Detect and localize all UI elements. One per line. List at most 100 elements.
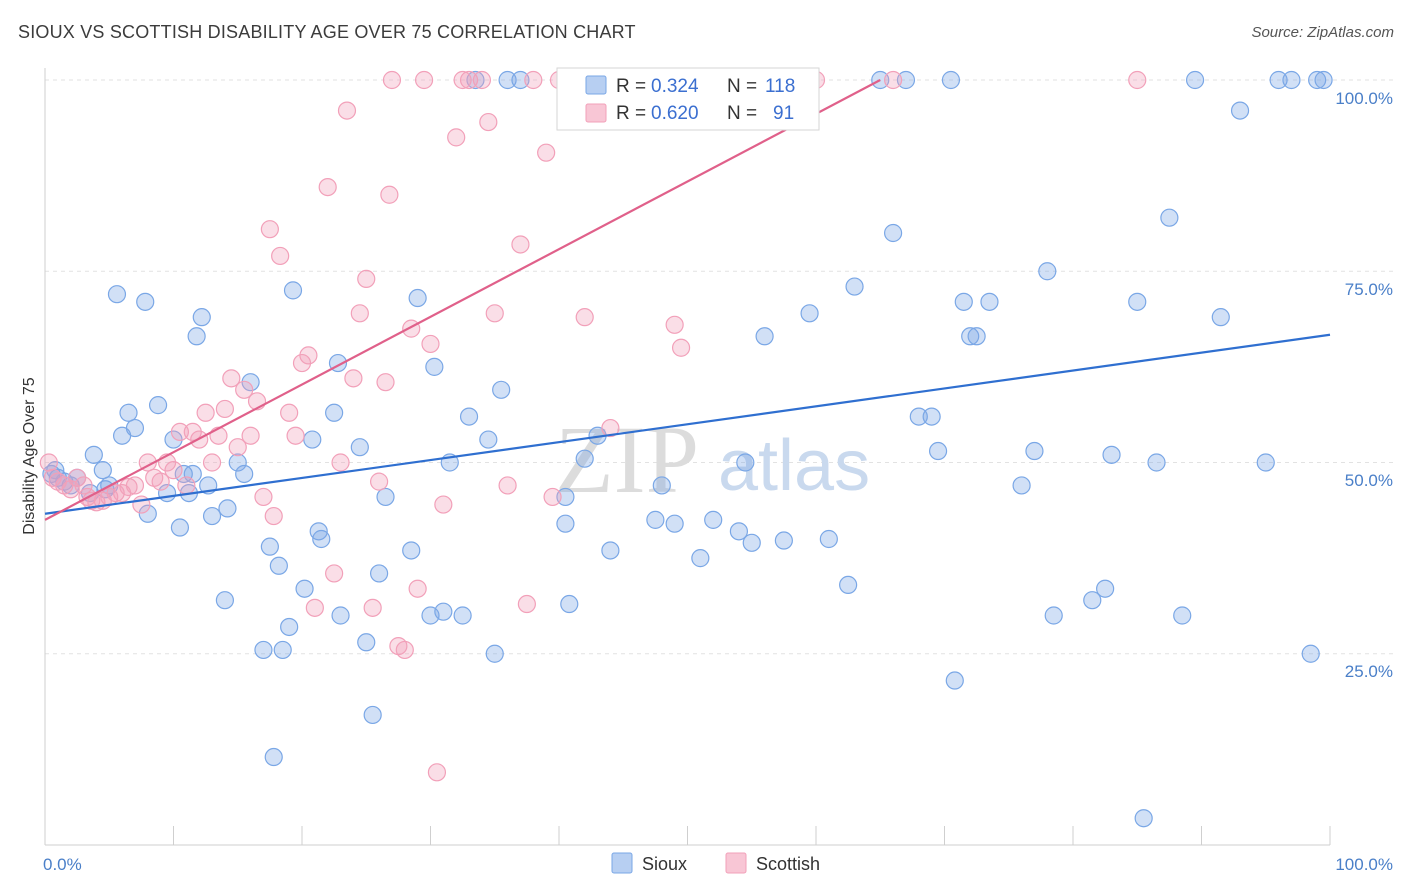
sioux-point	[363, 705, 382, 725]
sioux-point	[1282, 70, 1301, 90]
sioux-point	[652, 476, 671, 495]
scottish-point	[299, 346, 318, 365]
scottish-point	[1128, 70, 1147, 90]
scottish-point	[485, 304, 504, 323]
scottish-point	[215, 399, 234, 419]
sioux-point	[1128, 292, 1147, 311]
sioux-point	[485, 644, 504, 663]
scottish-point	[370, 472, 389, 491]
scottish-point	[318, 178, 337, 197]
sioux-point	[425, 357, 444, 376]
scottish-point	[434, 495, 453, 514]
sioux-point	[269, 556, 288, 575]
sioux-point	[839, 575, 858, 595]
scottish-point	[164, 461, 183, 480]
sioux-point	[665, 514, 684, 533]
sioux-point	[218, 499, 237, 518]
sioux-point	[560, 594, 579, 614]
scottish-point	[119, 477, 138, 497]
sioux-point	[492, 380, 511, 399]
sioux-point	[954, 292, 973, 311]
sioux-point	[909, 407, 928, 426]
scottish-point	[511, 235, 530, 254]
sioux-point	[704, 510, 723, 529]
scottish-point	[325, 564, 344, 583]
sioux-point	[1044, 606, 1063, 625]
x-tick-label: 100.0%	[1335, 855, 1393, 874]
y-tick-label: 25.0%	[1345, 662, 1393, 681]
scottish-point	[427, 763, 447, 782]
sioux-point	[192, 308, 211, 327]
sioux-point	[283, 281, 303, 300]
sioux-point	[1012, 476, 1031, 495]
series-sioux-points	[42, 70, 1333, 828]
sioux-point	[136, 292, 155, 311]
legend-n-label: N =	[727, 76, 757, 97]
sioux-point	[325, 403, 344, 422]
sioux-point	[498, 70, 517, 90]
legend-swatch-sioux	[611, 852, 633, 874]
scottish-point	[453, 70, 472, 90]
sioux-point	[183, 464, 202, 484]
sioux-point	[434, 602, 453, 621]
legend-swatch-scottish	[585, 103, 607, 123]
sioux-point	[980, 292, 999, 311]
scottish-point	[280, 403, 299, 422]
scottish-point	[39, 453, 58, 472]
scottish-point	[472, 70, 491, 90]
sioux-point	[922, 407, 941, 426]
scottish-point	[380, 185, 399, 204]
x-tick-label: 0.0%	[43, 855, 82, 874]
sioux-point	[235, 464, 254, 484]
sioux-point	[1102, 445, 1121, 464]
scottish-point	[671, 338, 691, 357]
scottish-point	[524, 70, 543, 90]
sioux-point	[1230, 101, 1250, 120]
sioux-point	[575, 449, 594, 468]
sioux-point	[215, 591, 234, 610]
scottish-point	[125, 476, 145, 495]
sioux-point	[138, 504, 157, 523]
sioux-point	[107, 285, 127, 304]
sioux-point	[331, 606, 350, 625]
scottish-point	[350, 304, 369, 323]
sioux-point	[357, 633, 376, 652]
sioux-point	[202, 506, 222, 526]
sioux-point	[187, 327, 206, 346]
scottish-point	[601, 418, 620, 438]
scottish-point	[331, 453, 350, 472]
scottish-point	[260, 220, 279, 239]
sioux-point	[774, 531, 793, 550]
sioux-point	[800, 304, 819, 323]
scottish-point	[228, 438, 247, 457]
sioux-point	[742, 533, 761, 552]
sioux-point	[370, 564, 389, 583]
scottish-point	[235, 380, 254, 399]
legend-label-sioux: Sioux	[642, 854, 687, 874]
sioux-point	[1083, 591, 1102, 610]
legend-n-label: N =	[727, 103, 757, 124]
scottish-point	[151, 472, 170, 491]
sioux-trend-line	[44, 333, 1331, 515]
sioux-point	[280, 617, 299, 637]
scottish-trend-line	[44, 79, 881, 521]
sioux-point	[303, 430, 322, 449]
sioux-point	[1038, 262, 1057, 281]
sioux-point	[453, 606, 472, 625]
sioux-point	[1211, 308, 1230, 327]
scottish-point	[264, 506, 283, 526]
legend-r-value: 0.620	[651, 103, 699, 124]
sioux-point	[148, 396, 168, 415]
sioux-point	[84, 445, 103, 464]
sioux-point	[729, 522, 749, 541]
scottish-point	[395, 640, 414, 660]
sioux-point	[119, 403, 138, 422]
scottish-point	[196, 403, 215, 422]
sioux-point	[1134, 809, 1153, 828]
scottish-point	[363, 598, 382, 617]
x-axis-ticks	[44, 826, 1331, 845]
sioux-point	[646, 510, 665, 529]
sioux-point	[896, 70, 916, 90]
sioux-point	[93, 461, 112, 480]
